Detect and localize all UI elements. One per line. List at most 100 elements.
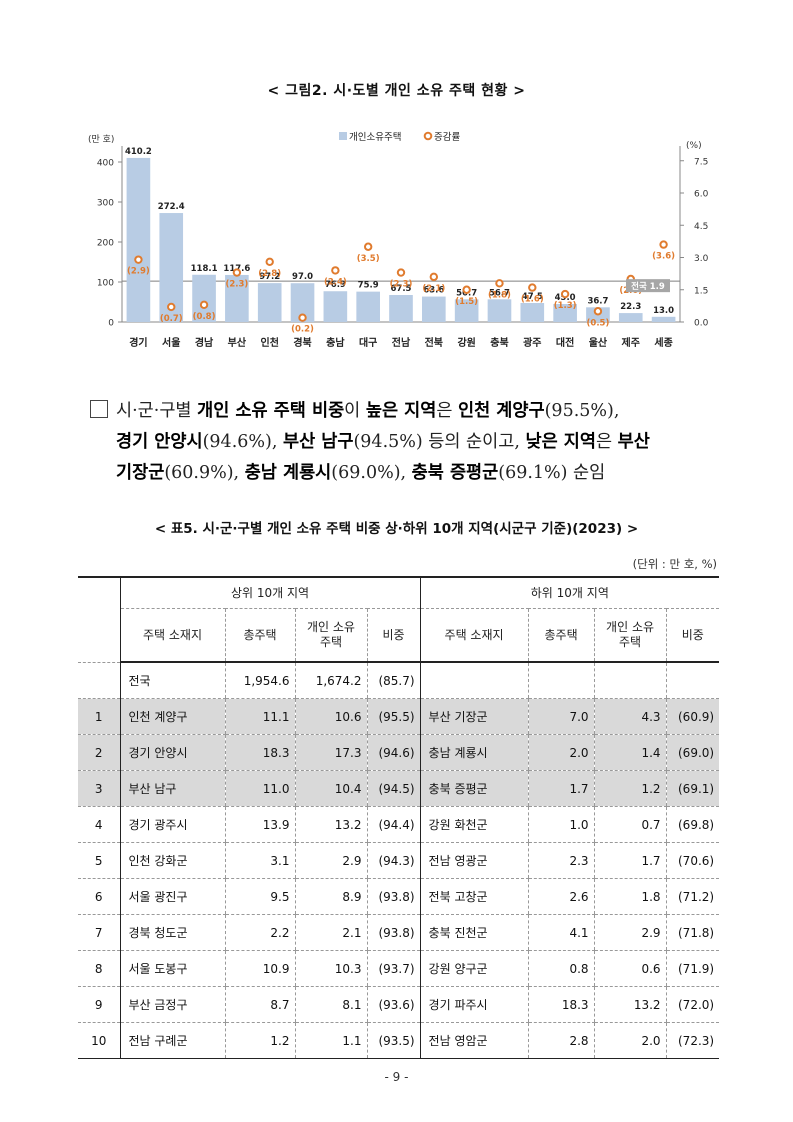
reference-tag-label: 전국 1.9: [631, 281, 665, 292]
checkbox-bullet-icon: [90, 400, 108, 418]
summary-paragraph: 시·군·구별 개인 소유 주택 비중이 높은 지역은 인천 계양구(95.5%)…: [90, 396, 740, 489]
y-right-tick-label: 1.5: [694, 286, 708, 296]
top10-header: 상위 10개 지역: [119, 576, 421, 609]
para-text: 이: [344, 401, 366, 421]
bar-value-label: 22.3: [620, 302, 641, 312]
rate-label: (1.5): [455, 297, 478, 307]
ratio-cell: (71.8): [665, 914, 720, 951]
ratio-cell: (69.1): [665, 770, 720, 807]
region-cell: 전북 고창군: [419, 878, 529, 915]
rate-label: (2.3): [390, 280, 413, 290]
rate-label: (0.7): [160, 314, 183, 324]
total-cell: 13.9: [224, 806, 295, 843]
para-bold: 경기 안양시: [116, 432, 203, 452]
region-cell: 강원 양구군: [419, 950, 529, 987]
x-tick-label: 대구: [359, 336, 377, 349]
rate-marker: [429, 272, 439, 282]
total-cell: 8.7: [224, 986, 295, 1023]
personal-cell: 2.9: [593, 914, 667, 951]
ratio-cell: (72.3): [665, 1022, 720, 1059]
x-tick-label: 울산: [589, 336, 608, 349]
rate-label: (3.5): [357, 254, 380, 264]
col-total: 총주택: [527, 608, 595, 663]
personal-cell: 13.2: [593, 986, 667, 1023]
empty-cell: [527, 662, 595, 699]
ratio-cell: (94.5): [366, 770, 421, 807]
total-cell: 11.1: [224, 698, 295, 735]
rate-marker: [560, 289, 570, 299]
region-cell: 경북 청도군: [119, 914, 225, 951]
y-left-tick-label: 300: [97, 199, 114, 209]
para-bold: 인천 계양구: [458, 401, 545, 421]
x-tick-label: 경기: [129, 336, 147, 349]
ratio-cell: (94.6): [366, 734, 421, 771]
empty-cell: [593, 662, 667, 699]
region-cell: 인천 계양구: [119, 698, 225, 735]
bar-value-label: 272.4: [158, 202, 185, 212]
legend-bar-label: 개인소유주택: [349, 132, 401, 143]
rate-marker: [331, 266, 340, 275]
ratio-cell: (69.0): [665, 734, 720, 771]
rate-label: (2.1): [422, 284, 445, 294]
rate-label: (2.3): [225, 280, 248, 290]
region-cell: 충남 계룡시: [419, 734, 529, 771]
personal-cell: 2.0: [593, 1022, 667, 1059]
bar-value-label: 75.9: [358, 281, 379, 291]
para-bold: 개인 소유 주택 비중: [197, 401, 345, 421]
personal-cell: 8.9: [294, 878, 367, 915]
para-bold: 충남 계룡시: [244, 463, 332, 483]
x-tick-label: 경북: [293, 336, 311, 349]
rate-label: (0.5): [587, 318, 610, 328]
region-cell: 경기 광주시: [119, 806, 225, 843]
region-cell: 부산 기장군: [419, 698, 529, 735]
y-right-tick-label: 6.0: [694, 190, 709, 200]
legend-marker-swatch: [423, 131, 433, 141]
y-left-tick-label: 100: [97, 279, 114, 289]
col-personal: 개인 소유 주택: [593, 608, 667, 663]
x-tick-label: 부산: [228, 336, 247, 349]
para-text: (60.9%),: [164, 463, 245, 483]
rank-cell: 6: [78, 878, 120, 915]
bar: [553, 304, 577, 322]
rate-marker: [462, 285, 471, 294]
bar: [487, 299, 512, 322]
para-text: 시·군·구별: [116, 401, 198, 421]
total-cell: 1.7: [527, 770, 595, 807]
para-text: (95.5%),: [544, 401, 620, 421]
bar-value-label: 36.7: [587, 296, 608, 306]
para-text: 은: [595, 432, 618, 452]
ratio-cell: (93.6): [366, 986, 421, 1023]
bar-value-label: 56.7: [489, 288, 510, 298]
y-left-tick-label: 0: [108, 319, 114, 329]
region-cell: 부산 남구: [119, 770, 225, 807]
total-cell: 10.9: [224, 950, 295, 987]
col-ratio: 비중: [366, 608, 421, 663]
rate-marker: [167, 302, 176, 312]
region-cell: 인천 강화군: [119, 842, 225, 879]
personal-cell: 8.1: [294, 986, 367, 1023]
bar: [651, 316, 676, 322]
rate-label: (3.6): [652, 252, 675, 262]
bar: [290, 283, 315, 322]
x-tick-label: 전북: [425, 336, 443, 349]
bar-value-label: 97.2: [259, 272, 280, 282]
para-bold: 충북 증평군: [411, 463, 499, 483]
reference-tag: [626, 279, 670, 293]
para-bold: 부산 남구: [282, 432, 354, 452]
x-tick-label: 대전: [556, 336, 574, 349]
ratio-cell: (72.0): [665, 986, 720, 1023]
rate-marker: [298, 313, 307, 322]
x-tick-label: 강원: [457, 336, 475, 349]
rate-label: (0.8): [193, 312, 216, 322]
rank-cell: [78, 662, 120, 699]
rate-label: (1.8): [488, 290, 511, 300]
total-cell: 0.8: [527, 950, 595, 987]
personal-cell: 1.8: [593, 878, 667, 915]
ratio-cell: (93.5): [366, 1022, 421, 1059]
personal-cell: 10.6: [294, 698, 367, 735]
rank-cell: 5: [78, 842, 120, 879]
personal-cell: 13.2: [294, 806, 367, 843]
ratio-cell: (94.4): [366, 806, 421, 843]
bar-value-label: 67.5: [391, 284, 412, 294]
table-row: 2 경기 안양시 18.3 17.3 (94.6) 충남 계룡시 2.0 1.4 (69.0): [78, 734, 720, 771]
